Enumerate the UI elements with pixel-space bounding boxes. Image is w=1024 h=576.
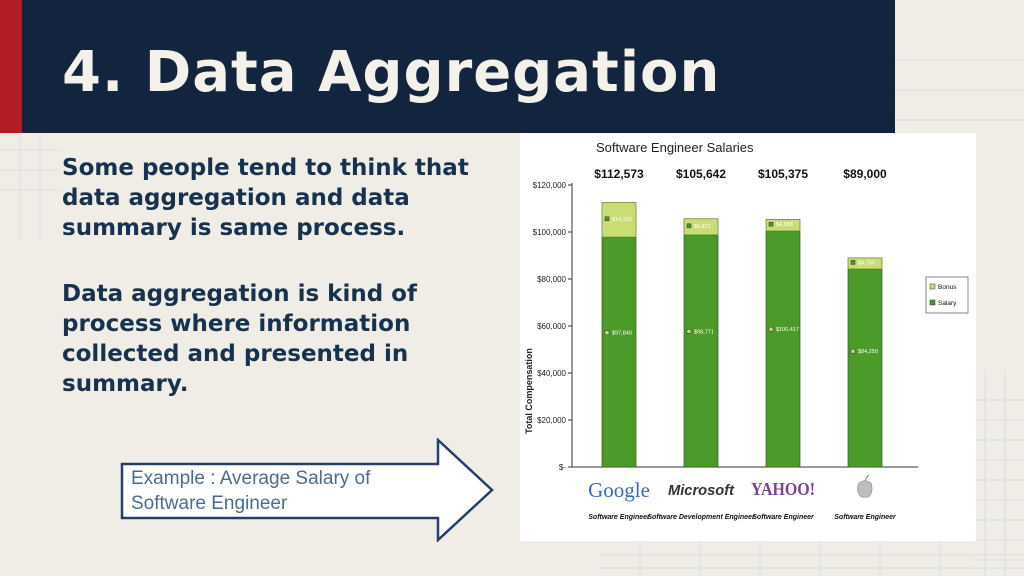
- salary-value-label: $98,771: [694, 329, 714, 335]
- salary-marker: [686, 329, 692, 334]
- bar-bonus: [847, 257, 883, 270]
- arrow-callout-shape: [120, 438, 494, 542]
- legend-swatch-salary: [929, 299, 936, 306]
- bonus-marker: [850, 260, 856, 265]
- y-tick-label: $-: [559, 463, 566, 472]
- bonus-value-label: $6,871: [694, 224, 711, 230]
- paragraph-2: Data aggregation is kind of process wher…: [62, 281, 417, 397]
- legend-swatch-bonus: [929, 283, 936, 290]
- bonus-marker: [604, 216, 610, 222]
- salary-marker: [768, 326, 774, 332]
- paragraph-1: Some people tend to think that data aggr…: [62, 155, 469, 241]
- salary-value-label: $84,250: [858, 349, 878, 355]
- bonus-value-label: $4,750: [858, 260, 875, 266]
- bar-bonus: [683, 218, 719, 236]
- company-role-label: Software Engineer: [834, 514, 897, 521]
- title-bar: [22, 0, 895, 133]
- y-tick-label: $20,000: [537, 416, 566, 425]
- bar-salary: [683, 234, 719, 468]
- salary-marker: [604, 330, 610, 335]
- total-label: $105,375: [758, 167, 808, 181]
- bonus-marker: [686, 223, 692, 229]
- arrow-callout-text: Example : Average Salary of Software Eng…: [131, 468, 371, 514]
- company-role-label: Software Engineer: [588, 514, 651, 521]
- y-axis-label: Total Compensation: [524, 348, 534, 434]
- legend-label-bonus: Bonus: [938, 284, 957, 291]
- y-tick-label: $40,000: [537, 369, 566, 378]
- apple-leaf: [864, 474, 870, 482]
- accent-strip: [0, 0, 22, 133]
- y-tick-label: $80,000: [537, 275, 566, 284]
- salary-value-label: $100,417: [776, 327, 799, 333]
- salary-value-label: $97,840: [612, 331, 632, 337]
- yahoo-logo: YAHOO!: [751, 479, 815, 499]
- microsoft-logo: Microsoft: [668, 482, 735, 499]
- y-tick-label: $60,000: [537, 322, 566, 331]
- apple-logo: [857, 480, 873, 498]
- salary-chart: Software Engineer Salaries Total Compens…: [520, 133, 976, 541]
- salary-marker: [850, 348, 856, 354]
- total-label: $89,000: [843, 167, 887, 181]
- salary-chart-svg: Software Engineer Salaries Total Compens…: [524, 140, 969, 521]
- chart-title: Software Engineer Salaries: [596, 140, 754, 155]
- y-tick-label: $120,000: [533, 181, 567, 190]
- company-role-label: Software Engineer: [752, 514, 815, 521]
- slide-title: 4. Data Aggregation: [62, 40, 721, 105]
- bar-bonus: [765, 219, 801, 232]
- bar-salary: [847, 268, 883, 468]
- legend-box: [925, 276, 969, 314]
- bonus-value-label: $14,733: [612, 217, 632, 223]
- bar-salary: [601, 236, 637, 468]
- company-role-label: Software Development Engineer: [647, 514, 756, 521]
- y-tick-label: $100,000: [533, 228, 567, 237]
- legend-label-salary: Salary: [938, 300, 957, 307]
- bonus-value-label: $4,958: [776, 222, 793, 228]
- google-logo: Google: [588, 478, 650, 502]
- bar-salary: [765, 230, 801, 468]
- bonus-marker: [768, 221, 774, 227]
- total-label: $112,573: [594, 167, 644, 181]
- total-label: $105,642: [676, 167, 726, 181]
